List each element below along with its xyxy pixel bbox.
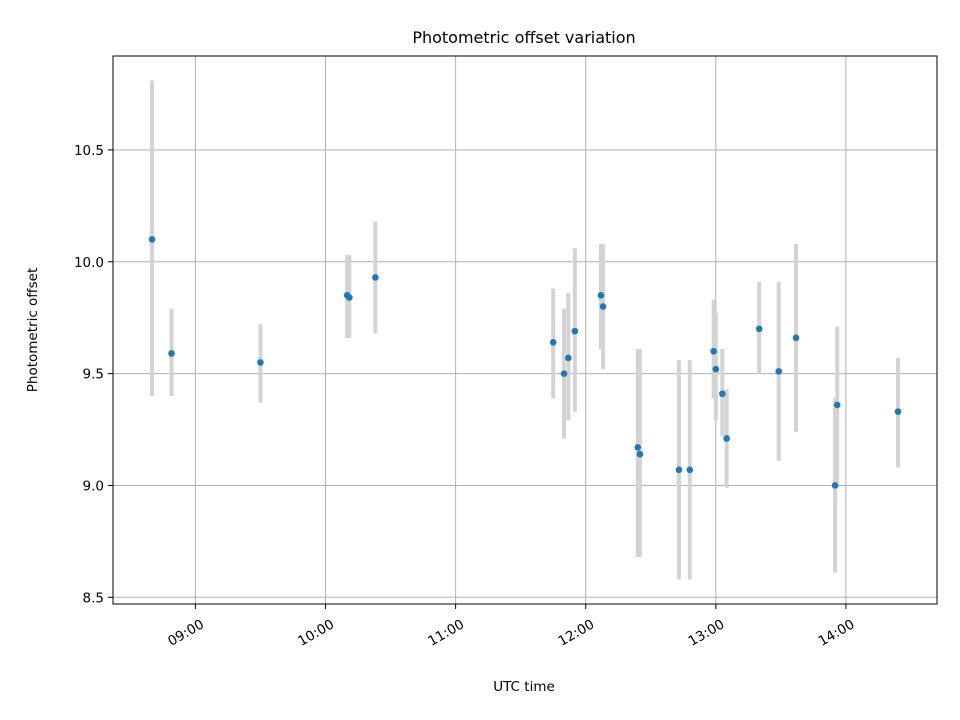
error-bars xyxy=(150,80,900,580)
data-point xyxy=(712,365,720,373)
x-tick-label: 09:00 xyxy=(165,616,207,649)
x-tick-label: 10:00 xyxy=(295,616,337,649)
x-tick-label: 12:00 xyxy=(556,616,598,649)
data-point xyxy=(792,334,800,342)
data-point xyxy=(710,347,717,355)
data-point xyxy=(565,354,572,362)
x-tick-label: 11:00 xyxy=(425,616,467,649)
data-point xyxy=(168,350,175,357)
data-point xyxy=(549,339,557,346)
data-point xyxy=(597,292,605,299)
data-point xyxy=(894,408,902,415)
y-tick-label: 9.5 xyxy=(83,367,104,383)
chart-title: Photometric offset variation xyxy=(412,28,635,47)
y-tick-label: 9.0 xyxy=(83,478,104,494)
x-axis-label: UTC time xyxy=(493,679,555,695)
y-tick-label: 8.5 xyxy=(83,590,104,606)
data-points xyxy=(148,236,902,489)
y-axis-ticks: 8.5 9.0 9.5 10.0 10.5 xyxy=(74,143,113,606)
data-point xyxy=(560,370,568,377)
data-point xyxy=(755,325,763,333)
data-point xyxy=(775,368,783,375)
data-point xyxy=(675,466,683,474)
data-point xyxy=(723,435,730,442)
data-point xyxy=(257,359,264,366)
x-axis-ticks: 09:00 10:00 11:00 12:00 13:00 14:00 xyxy=(165,604,857,650)
data-point xyxy=(636,450,644,458)
data-point xyxy=(148,236,156,243)
data-point xyxy=(831,482,839,489)
plot-frame xyxy=(112,55,938,605)
data-point xyxy=(571,327,579,335)
grid xyxy=(113,56,937,604)
y-axis-label: Photometric offset xyxy=(25,268,41,392)
data-point xyxy=(686,466,694,474)
x-tick-label: 13:00 xyxy=(686,616,728,649)
data-point xyxy=(634,444,642,451)
y-tick-label: 10.5 xyxy=(74,143,104,159)
data-point xyxy=(346,294,353,301)
data-point xyxy=(833,401,841,409)
data-point xyxy=(599,303,607,310)
data-point xyxy=(372,274,379,281)
x-tick-label: 14:00 xyxy=(816,616,858,649)
data-point xyxy=(719,390,726,398)
y-tick-label: 10.0 xyxy=(74,255,104,271)
